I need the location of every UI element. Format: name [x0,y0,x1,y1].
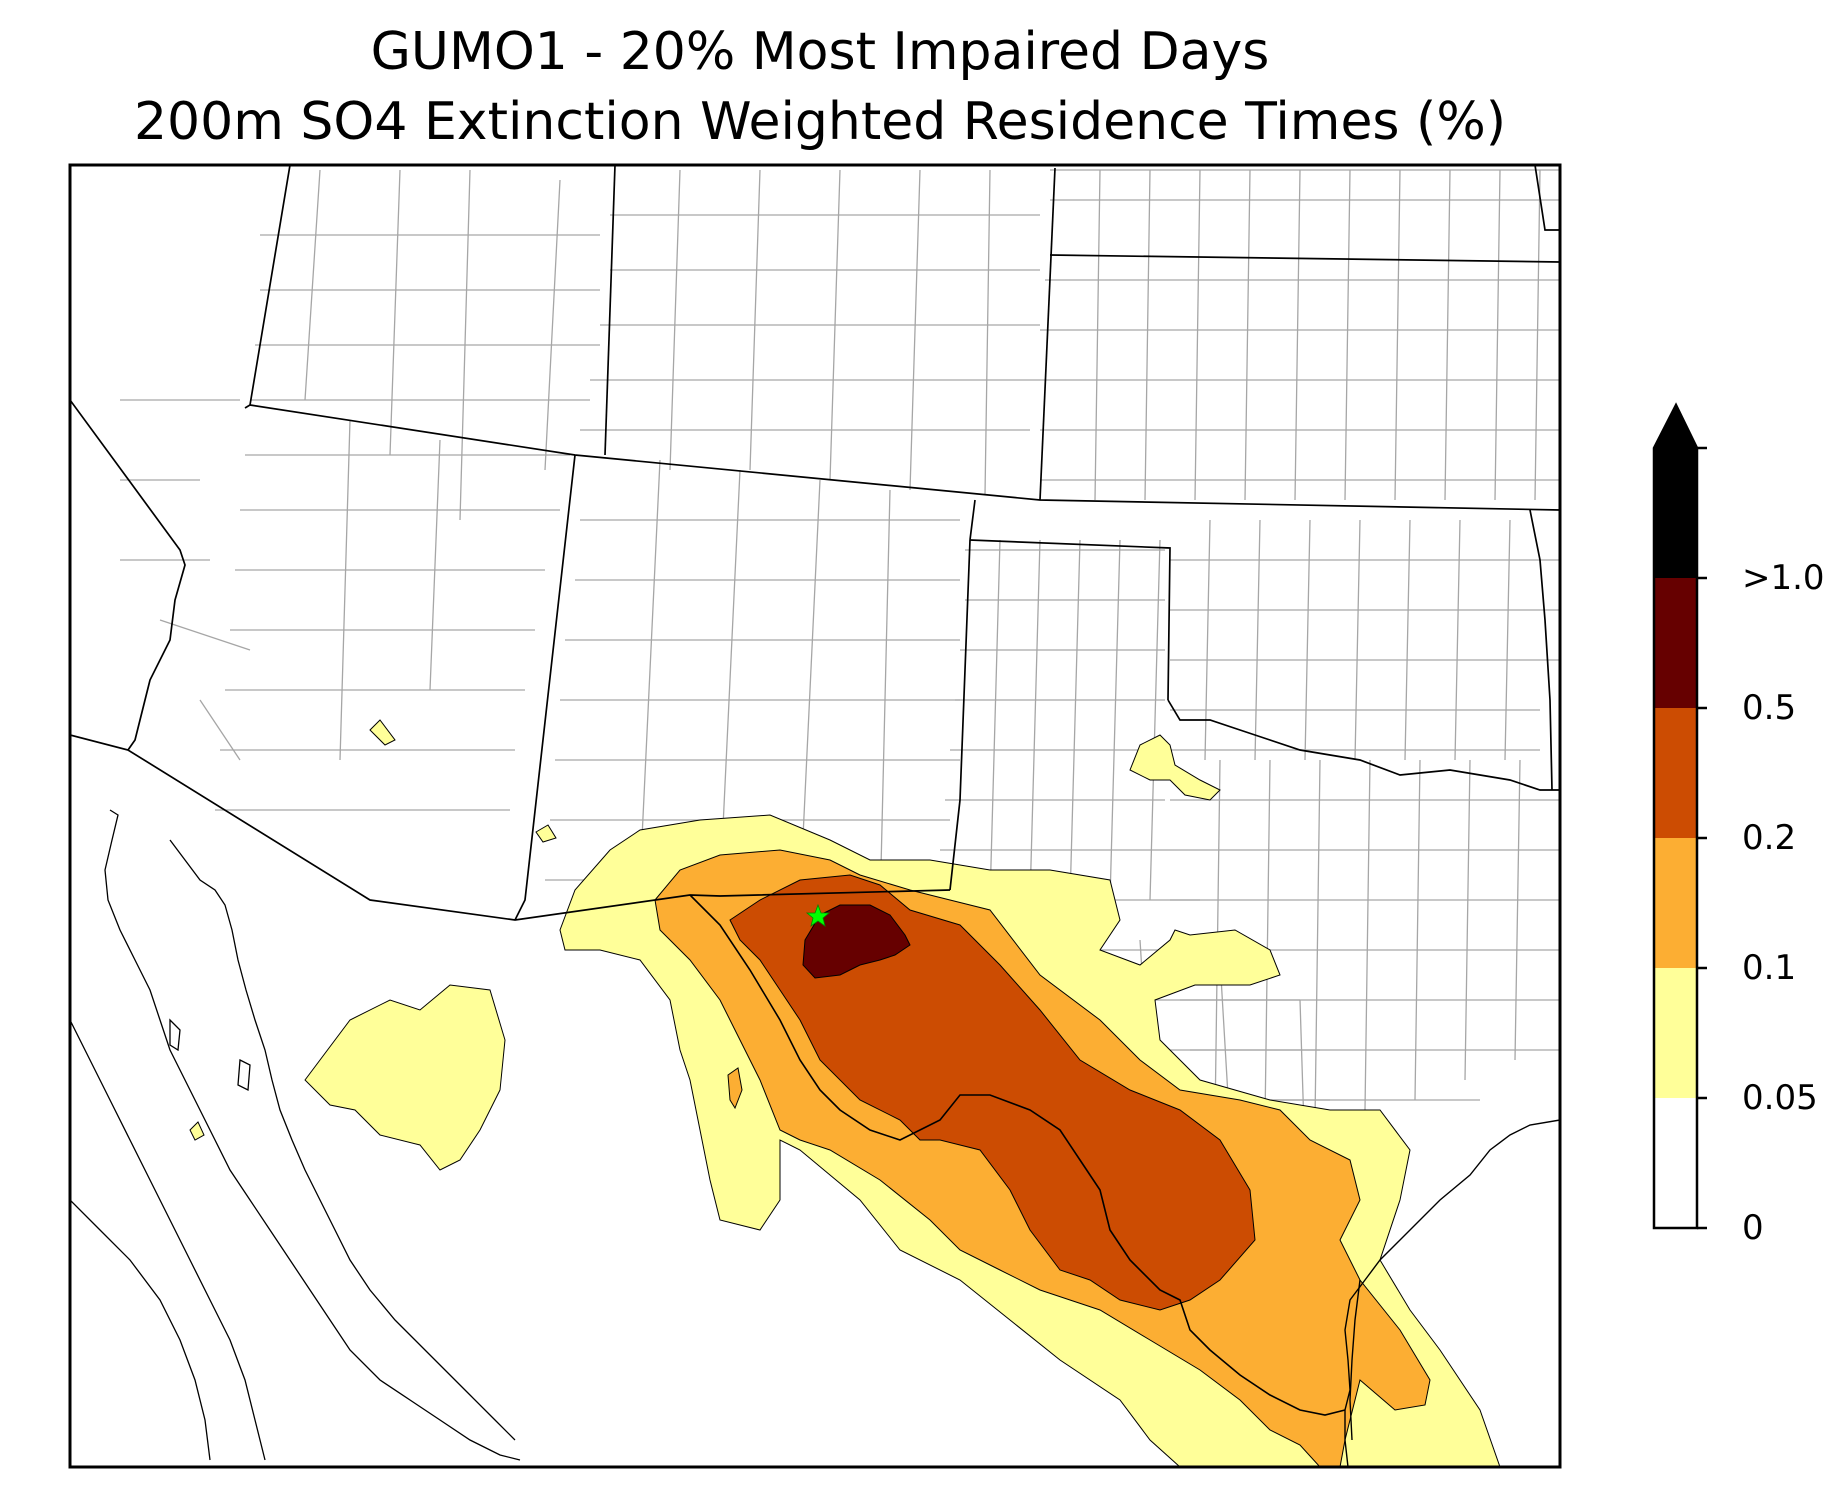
colorbar-segment-0.05-0.1 [1654,968,1697,1098]
colorbar-tick-label: >1.0 [1742,558,1825,598]
map-title-line1: GUMO1 - 20% Most Impaired Days [370,22,1270,82]
site-marker-star [805,903,831,927]
baja-coastline [70,809,521,1461]
colorbar-segment-0.1-0.2 [1654,838,1697,968]
colorbar-segment-0.5-1.0 [1654,578,1697,708]
colorbar [1652,402,1707,1230]
colorbar-tick-label: 0.5 [1742,688,1797,728]
colorbar-tick-label: 0 [1742,1208,1764,1248]
state-boundaries [70,165,1560,921]
colorbar-tick-label: 0.05 [1742,1078,1818,1118]
colorbar-segment-0.2-0.5 [1654,708,1697,838]
international-border [689,894,1346,1416]
contour-level-0.5 [802,904,911,979]
contour-level-0.2 [729,874,1256,1311]
colorbar-tick-label: 0.1 [1742,948,1797,988]
colorbar-segment-overmax [1654,448,1697,578]
map-frame [68,163,1562,1469]
colorbar-segment-0-0.05 [1654,1098,1697,1228]
coastline [1344,1119,1560,1467]
colorbar-extend-arrow [1654,405,1697,448]
map-title-line2: 200m SO4 Extinction Weighted Residence T… [133,92,1507,152]
colorbar-tick-label: 0.2 [1742,818,1797,858]
